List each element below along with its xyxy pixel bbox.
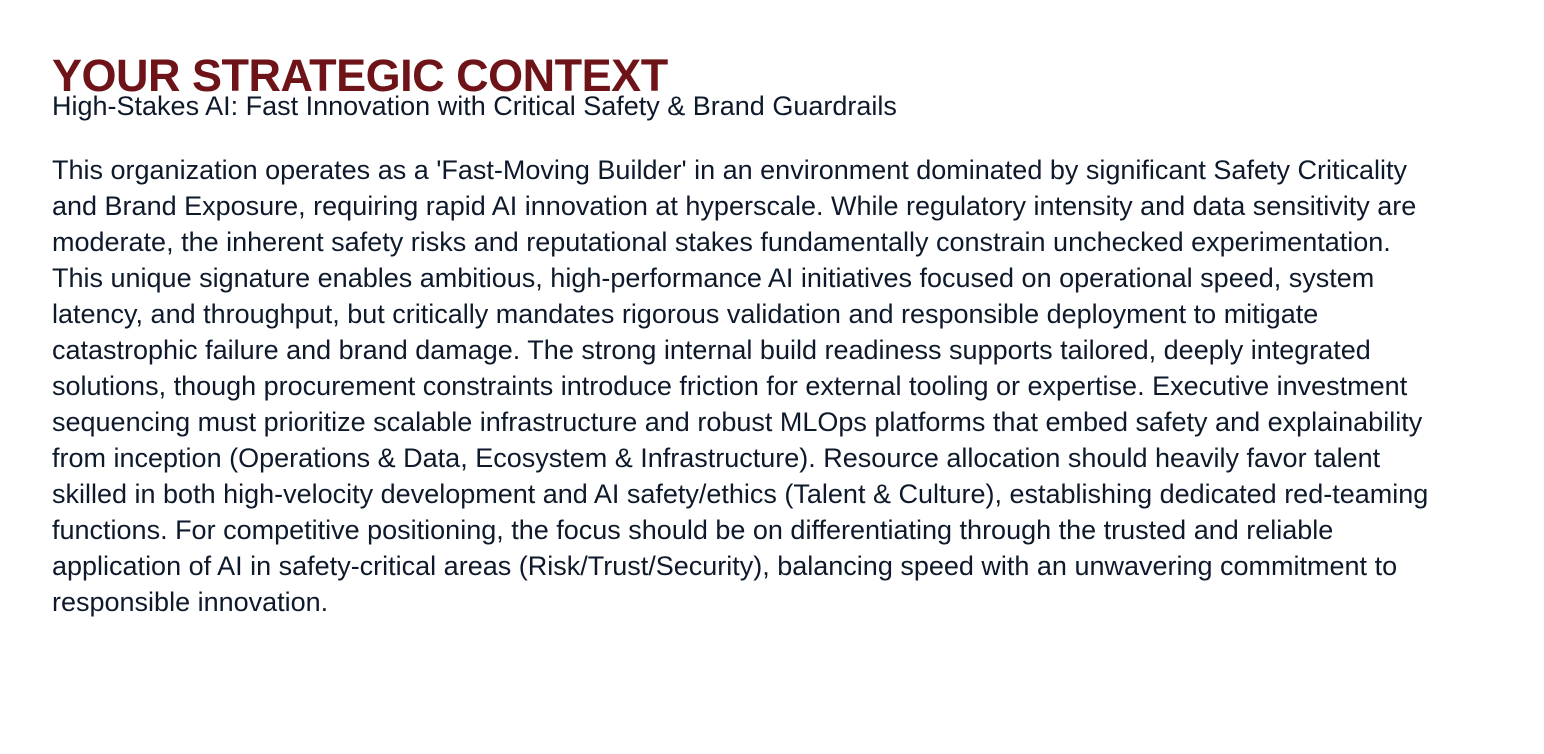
- context-paragraph: This organization operates as a 'Fast-Mo…: [52, 155, 1429, 617]
- section-subtitle: High-Stakes AI: Fast Innovation with Cri…: [52, 91, 897, 121]
- strategic-context-section: YOUR STRATEGIC CONTEXT High-Stakes AI: F…: [52, 50, 1452, 618]
- section-title: YOUR STRATEGIC CONTEXT: [52, 50, 668, 101]
